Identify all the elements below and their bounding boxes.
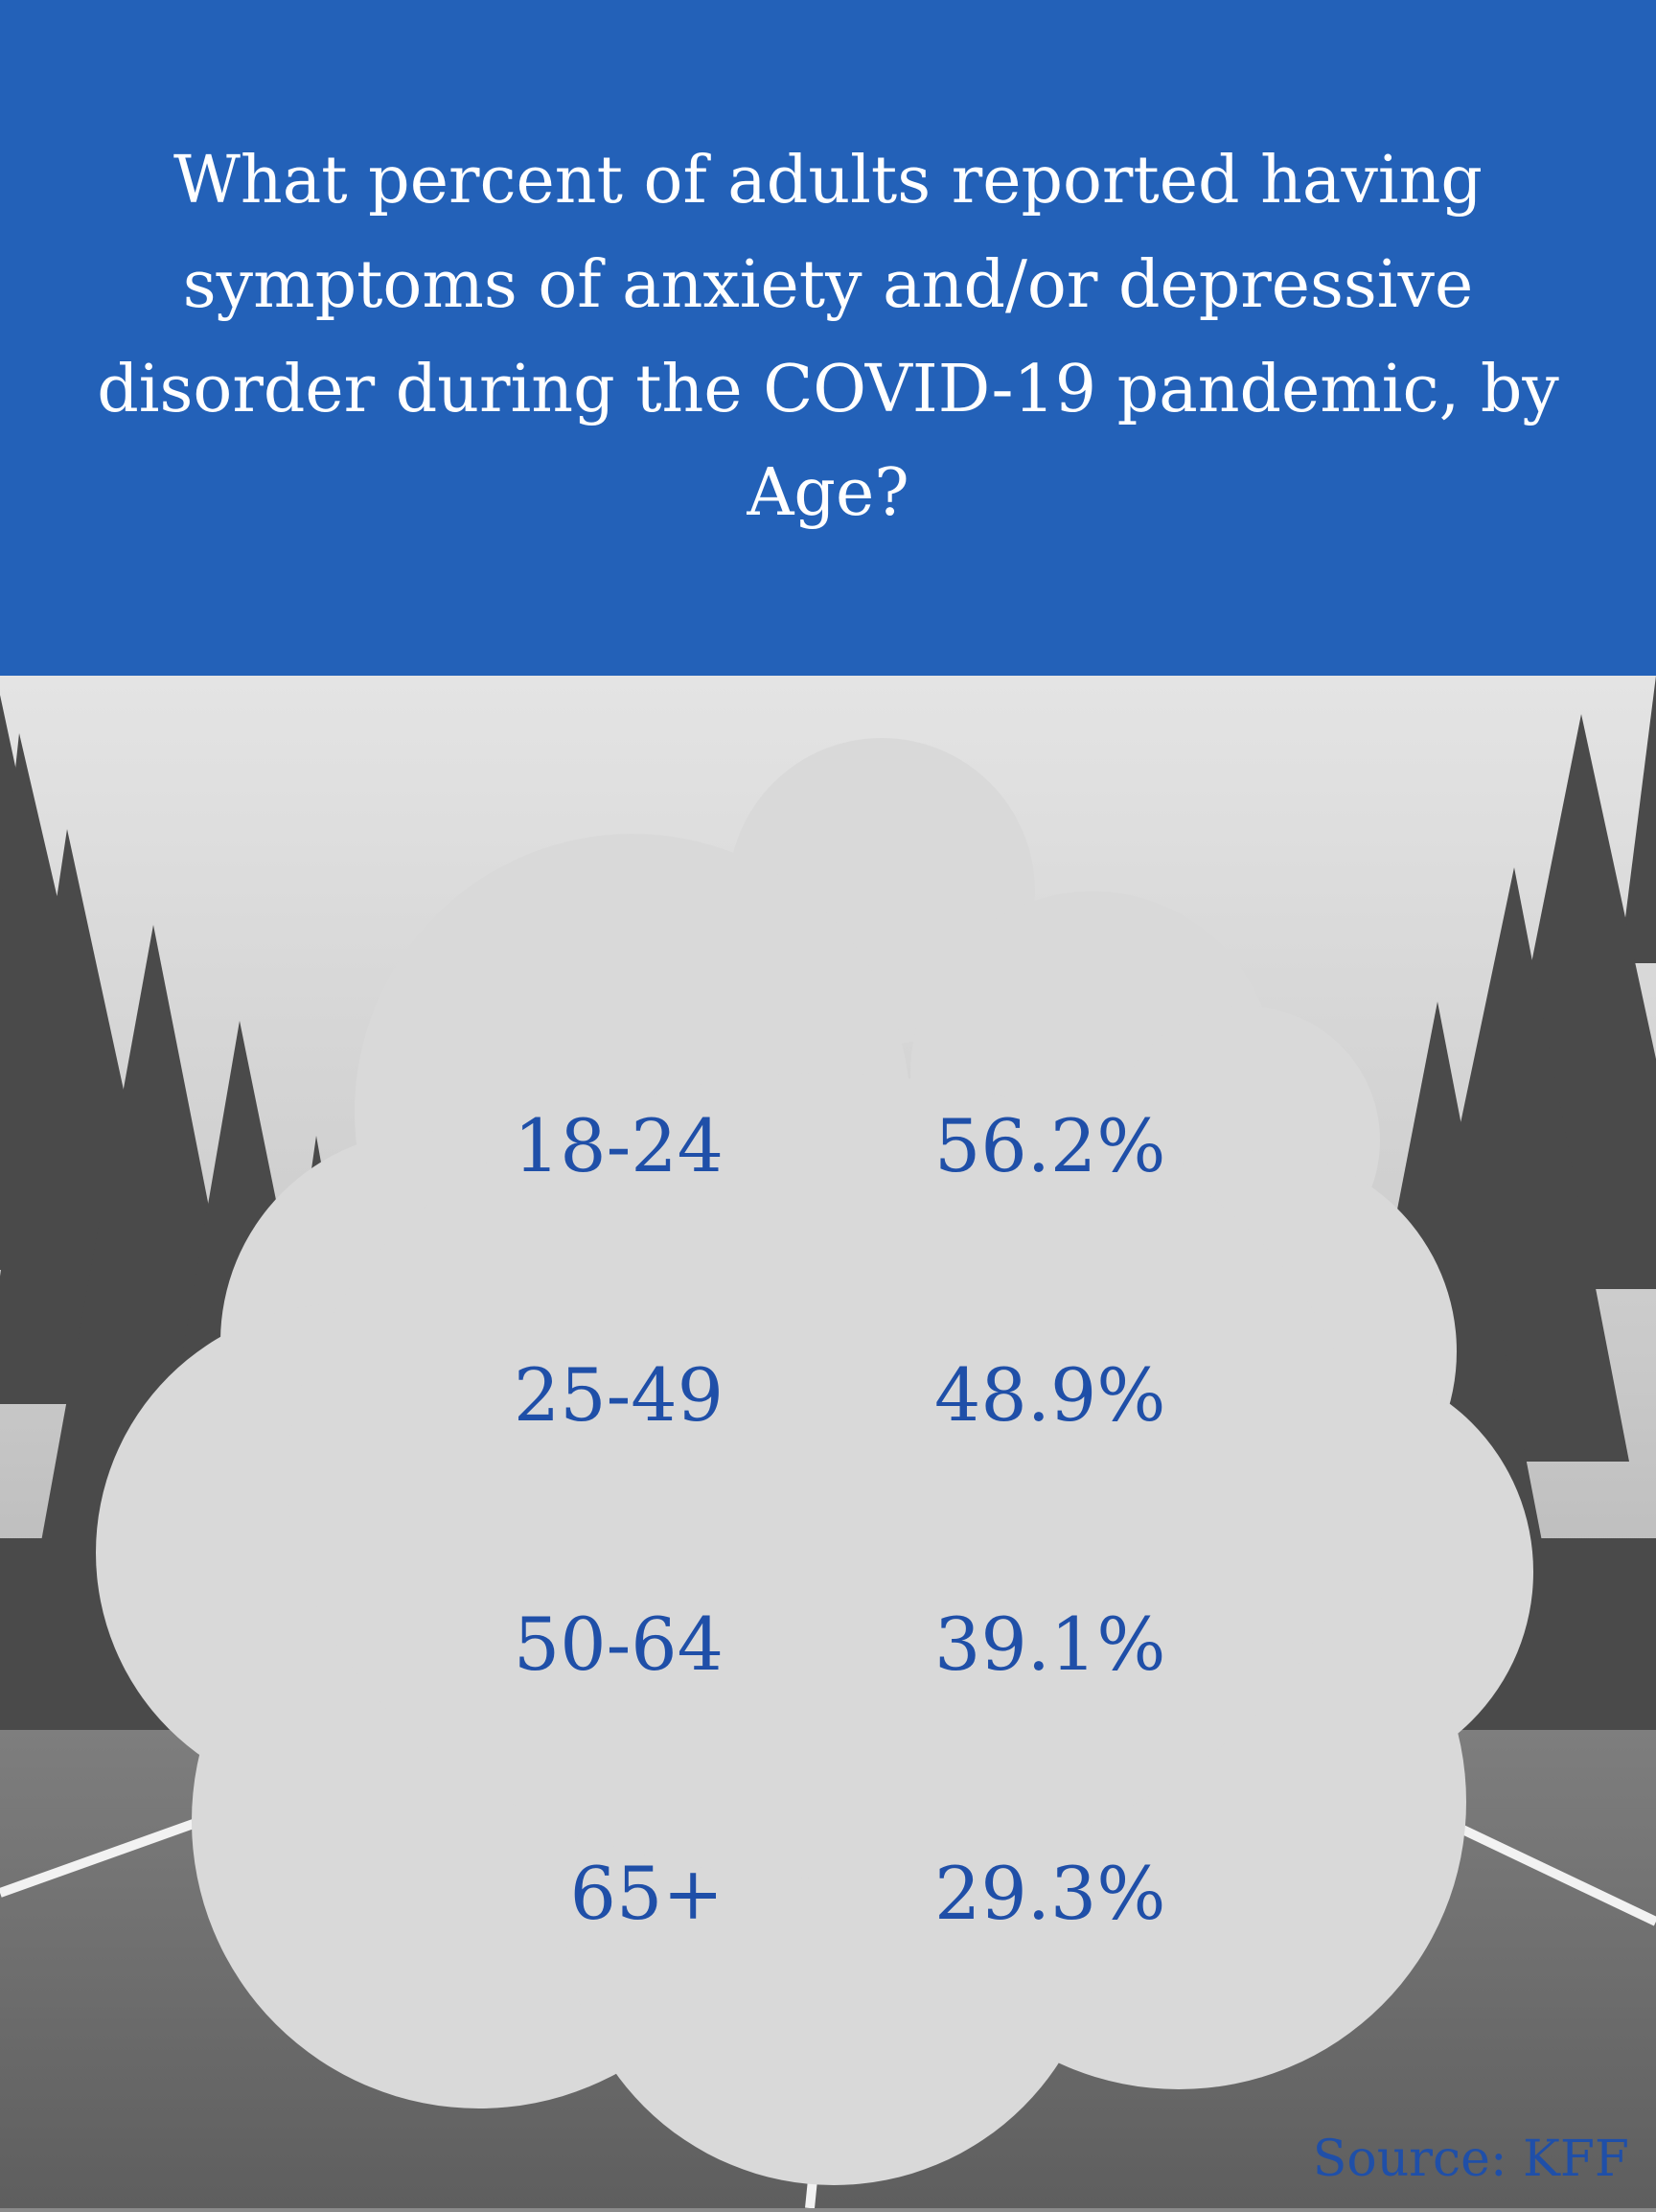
thought-cloud [96, 738, 1533, 2185]
percent-value: 29.3% [934, 1851, 1165, 1936]
age-group-label: 50-64 [514, 1601, 724, 1687]
age-group-label: 25-49 [514, 1352, 724, 1438]
age-group-label: 18-24 [514, 1103, 724, 1188]
source-note: Source: KFF [1313, 2131, 1629, 2188]
percent-value: 56.2% [934, 1103, 1165, 1188]
percent-value: 39.1% [934, 1601, 1165, 1687]
age-group-label: 65+ [570, 1851, 724, 1936]
percent-value: 48.9% [934, 1352, 1165, 1438]
